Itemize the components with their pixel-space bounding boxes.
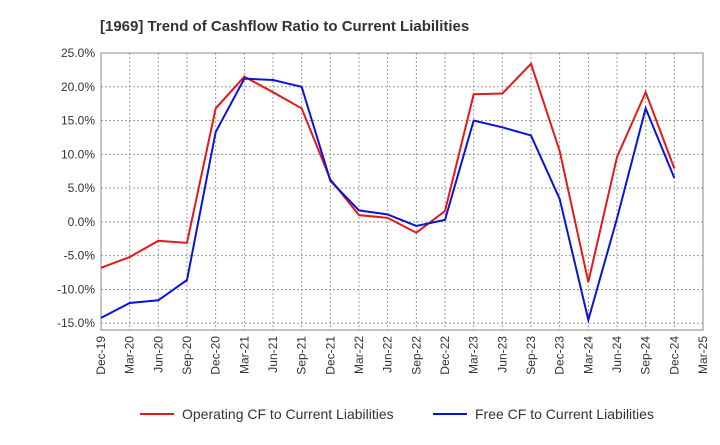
x-tick-label: Jun-24	[610, 336, 624, 373]
legend: Operating CF to Current Liabilities Free …	[140, 406, 654, 422]
y-tick-label: 20.0%	[61, 80, 95, 94]
x-tick-label: Sep-22	[409, 336, 423, 375]
x-tick-label: Jun-20	[151, 336, 165, 373]
x-axis: Dec-19 Mar-20 Jun-20 Sep-20 Dec-20 Mar-21 Jun-…	[94, 336, 710, 375]
plot-area	[101, 53, 703, 330]
y-tick-label: 10.0%	[61, 147, 95, 161]
y-axis: 25.0% 20.0% 15.0% 10.0% 5.0% 0.0% -5.0% -10.0% -…	[57, 46, 95, 330]
x-tick-label: Mar-24	[581, 336, 595, 374]
x-tick-label: Jun-21	[266, 336, 280, 373]
x-tick-label: Sep-21	[295, 336, 309, 375]
x-tick-label: Dec-19	[94, 336, 108, 375]
x-tick-label: Jun-23	[495, 336, 509, 373]
y-tick-label: -10.0%	[57, 282, 95, 296]
chart-title: [1969] Trend of Cashflow Ratio to Curren…	[100, 18, 469, 35]
grid	[101, 53, 703, 330]
x-tick-label: Mar-20	[123, 336, 137, 374]
y-tick-label: -15.0%	[57, 316, 95, 330]
x-tick-label: Dec-21	[323, 336, 337, 375]
legend-label: Operating CF to Current Liabilities	[182, 406, 394, 422]
x-tick-label: Dec-22	[438, 336, 452, 375]
x-tick-label: Mar-23	[467, 336, 481, 374]
y-tick-label: 0.0%	[68, 215, 96, 229]
x-tick-label: Mar-25	[696, 336, 710, 374]
y-tick-label: -5.0%	[64, 249, 96, 263]
x-tick-label: Dec-20	[209, 336, 223, 375]
x-tick-label: Mar-21	[237, 336, 251, 374]
x-tick-label: Sep-24	[639, 336, 653, 375]
x-tick-label: Mar-22	[352, 336, 366, 374]
x-tick-label: Dec-23	[553, 336, 567, 375]
x-tick-label: Dec-24	[667, 336, 681, 375]
legend-label: Free CF to Current Liabilities	[475, 406, 654, 422]
y-tick-label: 25.0%	[61, 46, 95, 60]
x-tick-label: Sep-23	[524, 336, 538, 375]
y-tick-label: 15.0%	[61, 114, 95, 128]
x-tick-label: Sep-20	[180, 336, 194, 375]
y-tick-label: 5.0%	[68, 181, 96, 195]
x-tick-label: Jun-22	[381, 336, 395, 373]
